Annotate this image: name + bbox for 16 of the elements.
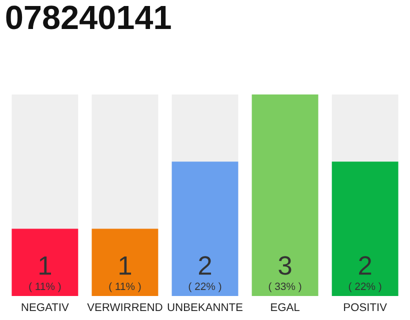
data-label: 2 [359, 256, 372, 275]
data-label: 2 [198, 256, 212, 275]
annotation: ( 22% ) [348, 282, 382, 292]
x-tick-label: EGAL [271, 303, 300, 312]
chart-title: 078240141 [6, 6, 171, 30]
annotation: ( 11% ) [29, 282, 61, 292]
annotation: ( 11% ) [109, 282, 141, 292]
x-tick-label: VERWIRREND [87, 303, 162, 311]
data-label: 3 [278, 256, 292, 275]
x-tick-label: NEGATIV [22, 303, 69, 312]
annotation: ( 33% ) [268, 282, 302, 292]
x-tick-label: POSITIV [344, 303, 387, 312]
annotation: ( 22% ) [188, 282, 222, 292]
x-tick-label: UNBEKANNTE [168, 303, 242, 312]
data-label: 1 [120, 256, 132, 275]
data-label: 1 [40, 256, 51, 275]
